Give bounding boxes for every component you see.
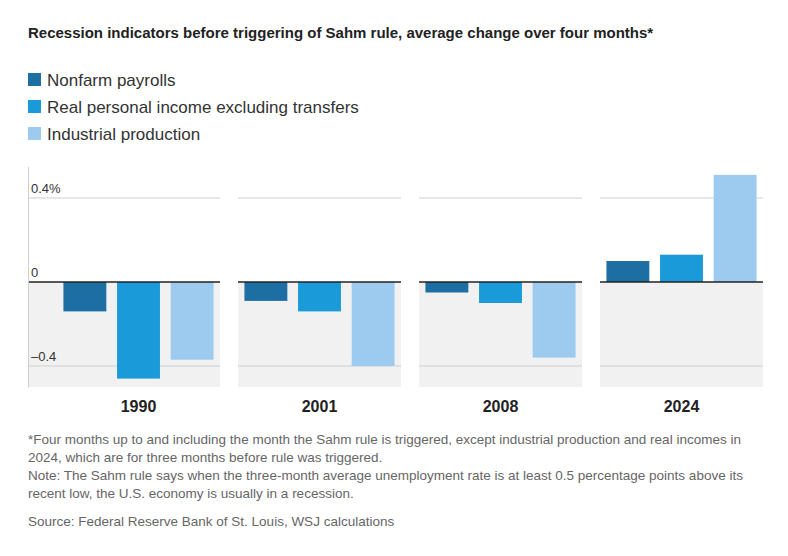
bar	[352, 282, 395, 366]
legend-label: Industrial production	[47, 125, 200, 144]
panel-background	[238, 282, 401, 387]
grid-line	[600, 366, 763, 367]
bar	[533, 282, 576, 358]
grid-line	[419, 198, 582, 199]
category-label: 2001	[302, 398, 338, 415]
grid-line	[28, 198, 220, 199]
tick: –0.4	[28, 349, 56, 367]
category-label: 1990	[121, 398, 157, 415]
bar	[606, 261, 649, 282]
y-axis: 0.4% 0 –0.4	[28, 167, 61, 388]
bar	[714, 175, 757, 282]
source: Source: Federal Reserve Bank of St. Loui…	[28, 514, 394, 529]
tick-label: 0	[31, 265, 38, 280]
zero-line	[238, 281, 401, 283]
panel-background	[28, 282, 220, 387]
bar	[63, 282, 106, 311]
legend-swatch	[28, 100, 41, 113]
zero-line	[600, 281, 763, 283]
bars	[63, 282, 213, 379]
legend-swatch	[28, 127, 41, 140]
category-label: 2008	[483, 398, 519, 415]
tick: 0	[28, 265, 38, 283]
bars	[606, 175, 756, 282]
footnote: *Four months up to and including the mon…	[28, 432, 741, 465]
legend: Nonfarm payrolls Real personal income exc…	[28, 71, 359, 144]
panel-background	[419, 282, 582, 387]
bar	[479, 282, 522, 303]
legend-swatch	[28, 73, 41, 86]
legend-label: Nonfarm payrolls	[47, 71, 176, 90]
panel	[419, 198, 582, 387]
bar	[171, 282, 214, 360]
bars	[425, 282, 575, 358]
panel	[600, 175, 763, 387]
bar	[117, 282, 160, 379]
zero-line	[419, 281, 582, 283]
grid-line	[238, 198, 401, 199]
axis-line	[28, 167, 29, 388]
zero-line	[28, 281, 220, 283]
panel	[28, 198, 220, 387]
panel-background	[600, 282, 763, 387]
tick: 0.4%	[28, 181, 61, 199]
tick-label: –0.4	[31, 349, 56, 364]
bar	[425, 282, 468, 293]
title: Recession indicators before triggering o…	[28, 24, 653, 41]
category-label: 2024	[664, 398, 700, 415]
note: Note: The Sahm rule says when the three-…	[28, 468, 743, 501]
legend-label: Real personal income excluding transfers	[47, 98, 359, 117]
bar	[660, 255, 703, 282]
bar	[244, 282, 287, 301]
chart: Recession indicators before triggering o…	[0, 0, 788, 556]
bars	[244, 282, 394, 366]
tick-label: 0.4%	[31, 181, 61, 196]
panel	[238, 198, 401, 387]
grid-line	[419, 366, 582, 367]
bar	[298, 282, 341, 311]
